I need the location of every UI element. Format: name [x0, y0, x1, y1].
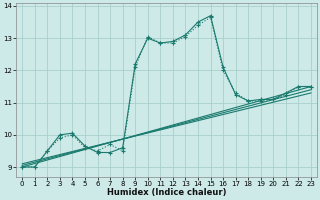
X-axis label: Humidex (Indice chaleur): Humidex (Indice chaleur)	[107, 188, 226, 197]
